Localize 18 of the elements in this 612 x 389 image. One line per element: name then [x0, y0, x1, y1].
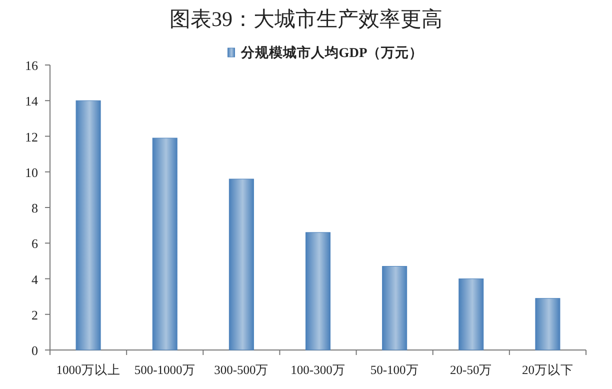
y-tick-label: 6 — [32, 236, 38, 252]
x-tick-label: 500-1000万 — [134, 363, 196, 377]
y-tick-label: 12 — [25, 129, 38, 144]
x-tick-label: 20万以下 — [522, 363, 574, 377]
legend: 分规模城市人均GDP（万元） — [240, 45, 424, 60]
x-tick-label: 300-500万 — [214, 363, 269, 377]
x-tick-label: 50-100万 — [370, 363, 419, 377]
title: 图表39：大城市生产效率更高 — [170, 7, 442, 31]
y-tick-label: 4 — [32, 272, 38, 287]
y-tick-label: 10 — [25, 164, 38, 180]
y-tick-label: 0 — [32, 343, 38, 358]
y-tick-label: 2 — [32, 307, 38, 322]
x-tick-label: 100-300万 — [290, 363, 346, 377]
x-tick-label: 1000万以上 — [56, 363, 120, 377]
y-tick-label: 14 — [25, 94, 38, 109]
x-tick-label: 20-50万 — [450, 363, 492, 377]
y-tick-label: 16 — [25, 58, 38, 73]
y-tick-label: 8 — [32, 200, 38, 216]
